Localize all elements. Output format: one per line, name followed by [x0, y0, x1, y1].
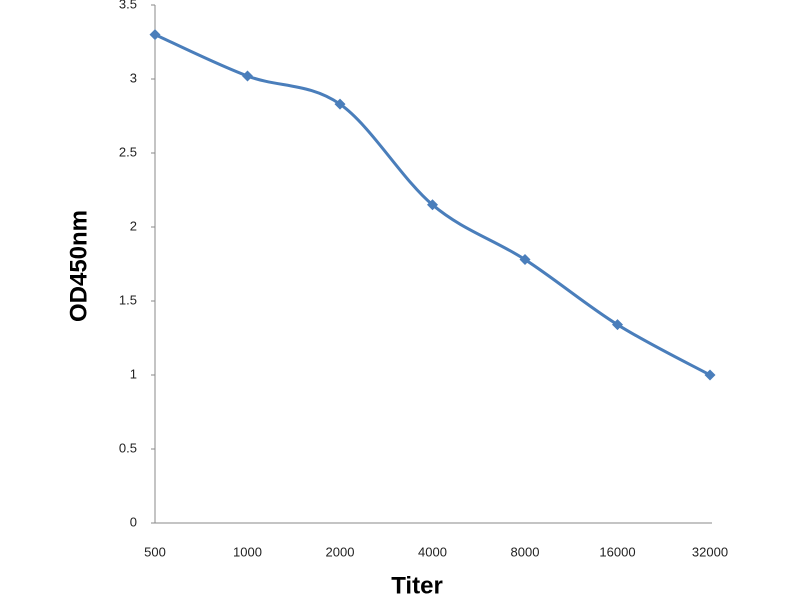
marker — [149, 29, 161, 41]
x-tick-label: 32000 — [692, 544, 728, 559]
x-axis-title: Titer — [391, 572, 443, 599]
marker — [427, 199, 438, 211]
marker — [242, 70, 253, 82]
x-tick-label: 2000 — [326, 544, 355, 559]
x-tick-label: 8000 — [511, 544, 540, 559]
y-tick-label: 0 — [130, 514, 137, 529]
y-tick-label: 0.5 — [119, 440, 137, 455]
marker — [612, 319, 623, 331]
marker — [334, 98, 346, 110]
marker — [519, 254, 531, 266]
y-tick-label: 3.5 — [119, 0, 137, 11]
y-tick-label: 2.5 — [119, 144, 137, 159]
marker — [704, 369, 716, 381]
y-tick-label: 1.5 — [119, 292, 137, 307]
x-tick-label: 4000 — [418, 544, 447, 559]
y-tick-label: 1 — [130, 366, 137, 381]
x-tick-label: 1000 — [233, 544, 262, 559]
y-tick-label: 3 — [130, 70, 137, 85]
x-tick-label: 500 — [144, 544, 166, 559]
y-axis-title: OD450nm — [65, 210, 92, 322]
y-tick-label: 2 — [130, 218, 137, 233]
x-tick-label: 16000 — [599, 544, 635, 559]
